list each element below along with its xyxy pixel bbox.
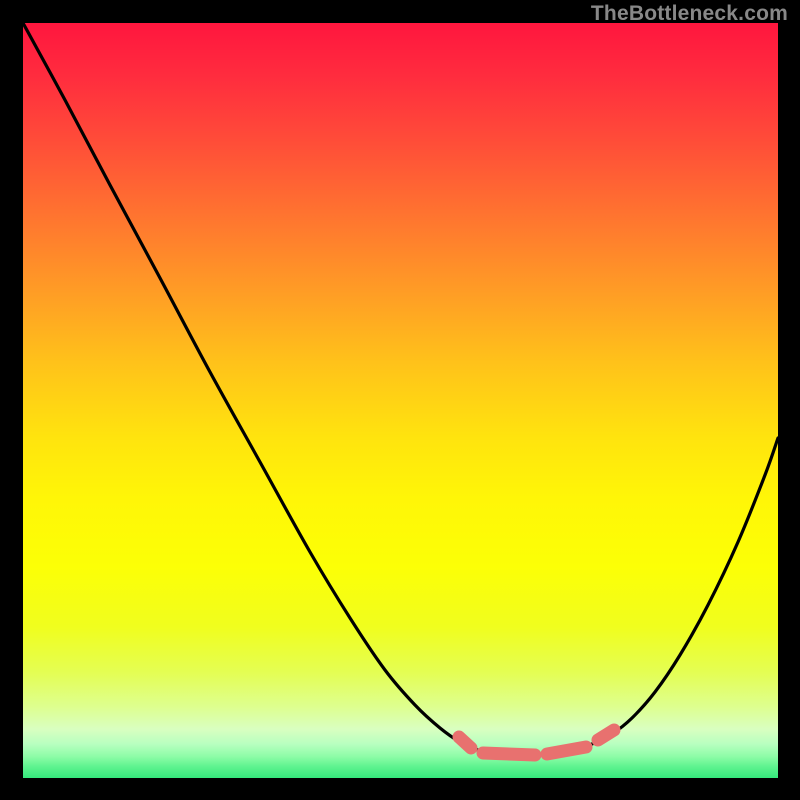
watermark-text: TheBottleneck.com [591, 2, 788, 26]
highlight-dash [483, 753, 535, 755]
bottleneck-chart: TheBottleneck.com [0, 0, 800, 800]
highlight-dash [598, 730, 614, 740]
highlight-dash [459, 737, 471, 748]
highlight-dash [547, 747, 586, 754]
chart-svg [0, 0, 800, 800]
plot-background [23, 23, 778, 778]
